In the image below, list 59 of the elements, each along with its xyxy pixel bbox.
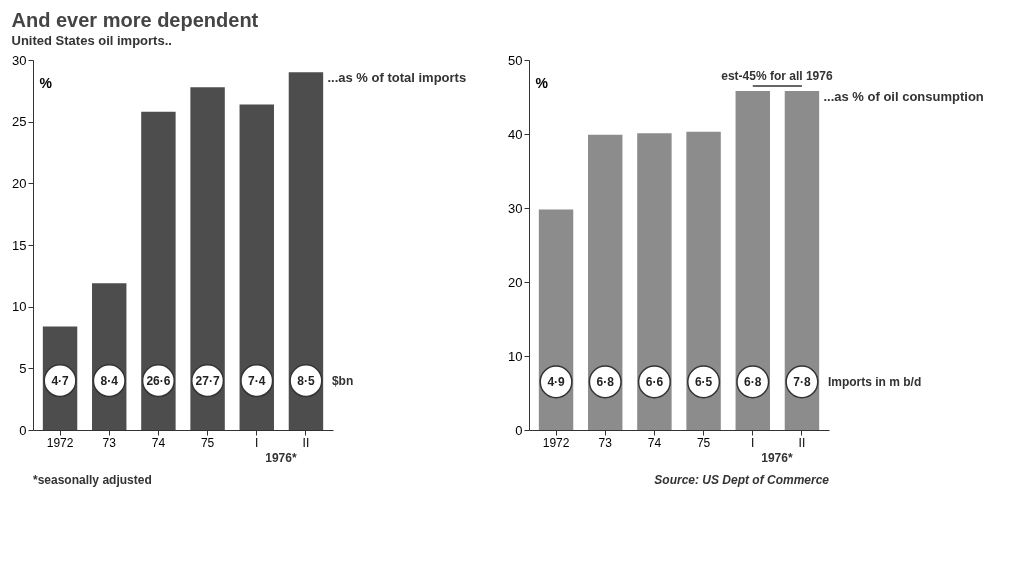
annotation: 4·9 (547, 374, 566, 389)
x-tick-label: 1972 (542, 435, 570, 450)
x-tick-label: II (798, 435, 806, 450)
series-label: ...as % of oil consumption (823, 89, 984, 105)
y-axis-title: % (535, 74, 549, 91)
y-tick-label: 30 (508, 200, 523, 216)
text: *seasonally adjusted (33, 473, 152, 487)
bar (288, 72, 324, 430)
y-axis-title: % (39, 74, 53, 91)
bar (588, 134, 623, 430)
y-tick-label: 0 (515, 422, 523, 438)
annotation: 7·8 (793, 374, 811, 389)
bar (735, 91, 770, 430)
y-tick-label: 20 (508, 274, 523, 290)
y-tick-label: 50 (508, 52, 523, 68)
x-tick-label: I (751, 435, 755, 450)
source-note: Source: US Dept of Commerce (654, 473, 830, 487)
bar (784, 91, 820, 430)
text: 1976* (265, 451, 297, 465)
annotation: Imports in m b/d (827, 374, 922, 389)
x-tick-label: 75 (696, 435, 711, 450)
y-tick-label: 0 (19, 422, 27, 438)
annotation: 8·4 (100, 373, 119, 388)
x-tick-label: 73 (102, 435, 117, 450)
annotation: 6·8 (596, 374, 615, 389)
annotation: 4·7 (51, 373, 70, 388)
y-tick-label: 10 (12, 299, 27, 315)
x-tick-label: 74 (151, 435, 166, 450)
annotation: $bn (331, 373, 354, 388)
bar (686, 131, 721, 430)
y-tick-label: 30 (12, 52, 27, 68)
annotation: 27·7 (195, 373, 220, 388)
y-tick-label: 25 (12, 114, 27, 130)
annotation: 6·5 (694, 374, 713, 389)
y-tick-label: 15 (12, 237, 27, 253)
bar (190, 87, 225, 430)
text: 1976* (761, 451, 793, 465)
annotation: 6·6 (645, 374, 664, 389)
x-tick-label: 74 (647, 435, 662, 450)
x-tick-label: I (255, 435, 259, 450)
annotation: 7·4 (248, 373, 266, 388)
x-tick-label: 1972 (46, 435, 74, 450)
bar (239, 104, 274, 430)
x-tick-label: II (302, 435, 310, 450)
bar (637, 133, 672, 430)
x-tick-label: 73 (598, 435, 613, 450)
chart-subtitle: United States oil imports.. (11, 33, 172, 48)
series-label: ...as % of total imports (327, 70, 467, 86)
annotation: 26·6 (146, 373, 171, 388)
annotation: 8·5 (297, 373, 315, 388)
chart-title: And ever more dependent (11, 9, 259, 31)
bar (141, 111, 176, 430)
y-tick-label: 40 (508, 126, 523, 142)
y-tick-label: 20 (12, 175, 27, 191)
x-tick-label: 75 (200, 435, 215, 450)
annotation: est-45% for all 1976 (721, 69, 833, 84)
annotation: 6·8 (744, 374, 762, 389)
y-tick-label: 10 (508, 348, 523, 364)
y-tick-label: 5 (19, 360, 27, 376)
